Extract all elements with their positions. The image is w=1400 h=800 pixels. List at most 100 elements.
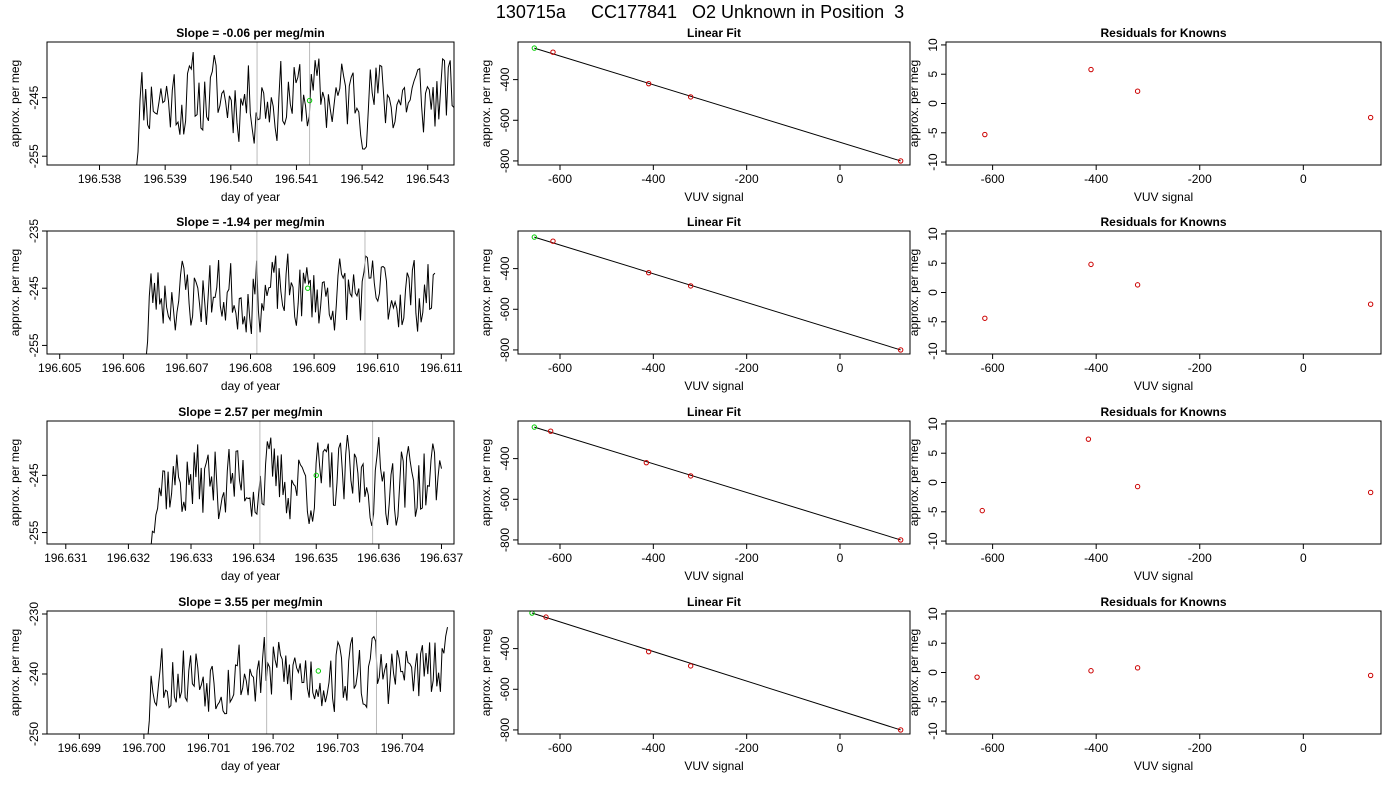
x-tick-label: 196.700	[122, 741, 166, 755]
known-point	[897, 537, 904, 543]
y-tick-label: 10	[926, 38, 940, 52]
fit-line	[534, 236, 901, 351]
x-tick-label: 196.538	[78, 172, 122, 186]
y-tick-label: -5	[926, 506, 940, 517]
x-tick-label: -200	[1188, 741, 1212, 755]
x-tick-label: 196.699	[58, 741, 102, 755]
y-axis-label: approx. per meg	[479, 629, 493, 716]
y-tick-label: -600	[498, 487, 512, 511]
x-tick-label: -600	[981, 551, 1005, 565]
x-tick-label: -600	[981, 361, 1005, 375]
y-tick-label: 5	[926, 450, 940, 457]
x-tick-label: -200	[735, 172, 759, 186]
x-tick-label: 0	[837, 172, 844, 186]
panel-title: Residuals for Knowns	[1100, 26, 1226, 40]
y-tick-label: -10	[926, 342, 940, 360]
y-tick-label: -600	[498, 297, 512, 321]
panel-title: Slope = -1.94 per meg/min	[176, 215, 324, 229]
y-tick-label: -230	[27, 602, 41, 626]
x-tick-label: 196.611	[420, 361, 463, 375]
panel-title: Residuals for Knowns	[1100, 215, 1226, 229]
unknown-point	[531, 45, 538, 51]
y-tick-label: 0	[926, 669, 940, 676]
x-axis-label: VUV signal	[1134, 190, 1193, 204]
x-tick-label: -200	[1188, 172, 1212, 186]
y-tick-label: -600	[498, 108, 512, 132]
x-tick-label: 196.702	[251, 741, 295, 755]
x-tick-label: -400	[1084, 551, 1108, 565]
x-axis-label: VUV signal	[684, 190, 743, 204]
panel-title: Slope = 2.57 per meg/min	[178, 405, 322, 419]
x-tick-label: -600	[548, 361, 572, 375]
plot-frame	[46, 610, 455, 735]
y-axis-label: approx. per meg	[907, 629, 921, 716]
x-axis-label: day of year	[221, 190, 280, 204]
known-point	[543, 614, 549, 620]
x-tick-label: -400	[1084, 361, 1108, 375]
x-tick-label: 0	[837, 551, 844, 565]
known-point	[1367, 489, 1374, 496]
known-point	[982, 315, 988, 321]
x-axis-label: VUV signal	[684, 569, 743, 583]
unknown-point	[305, 285, 311, 291]
x-tick-label: 196.606	[102, 361, 146, 375]
plot-frame	[46, 41, 455, 166]
y-tick-label: -400	[498, 636, 512, 660]
x-tick-label: -400	[641, 741, 665, 755]
y-axis-label: approx. per meg	[8, 60, 22, 147]
fit-line	[531, 612, 901, 731]
y-axis-label: approx. per meg	[479, 439, 493, 526]
known-point	[1134, 483, 1141, 490]
y-axis-label: approx. per meg	[479, 249, 493, 336]
y-tick-label: -245	[27, 85, 41, 109]
x-tick-label: 196.635	[295, 551, 339, 565]
known-point	[1088, 668, 1094, 674]
x-axis-label: day of year	[221, 759, 280, 773]
unknown-point	[531, 234, 538, 240]
y-tick-label: -245	[27, 276, 41, 300]
y-tick-label: -800	[498, 718, 512, 742]
known-point	[687, 663, 694, 669]
plot-frame	[46, 230, 455, 355]
x-tick-label: -600	[548, 741, 572, 755]
known-point	[897, 158, 904, 164]
x-tick-label: -200	[735, 551, 759, 565]
x-tick-label: 196.634	[232, 551, 276, 565]
y-tick-label: -400	[498, 446, 512, 470]
x-axis-label: day of year	[221, 569, 280, 583]
y-tick-label: -10	[926, 153, 940, 171]
x-tick-label: 196.632	[107, 551, 151, 565]
known-point	[897, 347, 904, 353]
y-tick-label: -400	[498, 67, 512, 91]
y-tick-label: 10	[926, 417, 940, 431]
known-point	[550, 238, 556, 244]
y-tick-label: -10	[926, 722, 940, 740]
plot-frame	[517, 420, 911, 545]
unknown-point	[313, 472, 319, 479]
y-tick-label: -600	[498, 677, 512, 701]
y-axis-label: approx. per meg	[479, 60, 493, 147]
y-tick-label: -250	[27, 722, 41, 746]
x-tick-label: -600	[981, 172, 1005, 186]
x-axis-label: VUV signal	[1134, 379, 1193, 393]
y-axis-label: approx. per meg	[8, 439, 22, 526]
figure-title: 130715a CC177841 O2 Unknown in Position …	[495, 2, 905, 22]
x-tick-label: 196.605	[38, 361, 82, 375]
y-tick-label: 0	[926, 289, 940, 296]
y-axis-label: approx. per meg	[907, 60, 921, 147]
known-point	[645, 80, 652, 87]
y-tick-label: -800	[498, 528, 512, 552]
known-point	[1134, 282, 1141, 288]
x-tick-label: -200	[1188, 361, 1212, 375]
y-tick-label: -5	[926, 127, 940, 138]
x-tick-label: 0	[1300, 741, 1307, 755]
panel-title: Linear Fit	[687, 405, 741, 419]
panel-title: Residuals for Knowns	[1100, 595, 1226, 609]
series-line	[136, 52, 454, 165]
y-axis-label: approx. per meg	[907, 439, 921, 526]
unknown-point	[315, 668, 322, 674]
panel-title: Linear Fit	[687, 215, 741, 229]
y-axis-label: approx. per meg	[8, 249, 22, 336]
x-tick-label: 196.701	[187, 741, 231, 755]
y-tick-label: 5	[926, 260, 940, 267]
